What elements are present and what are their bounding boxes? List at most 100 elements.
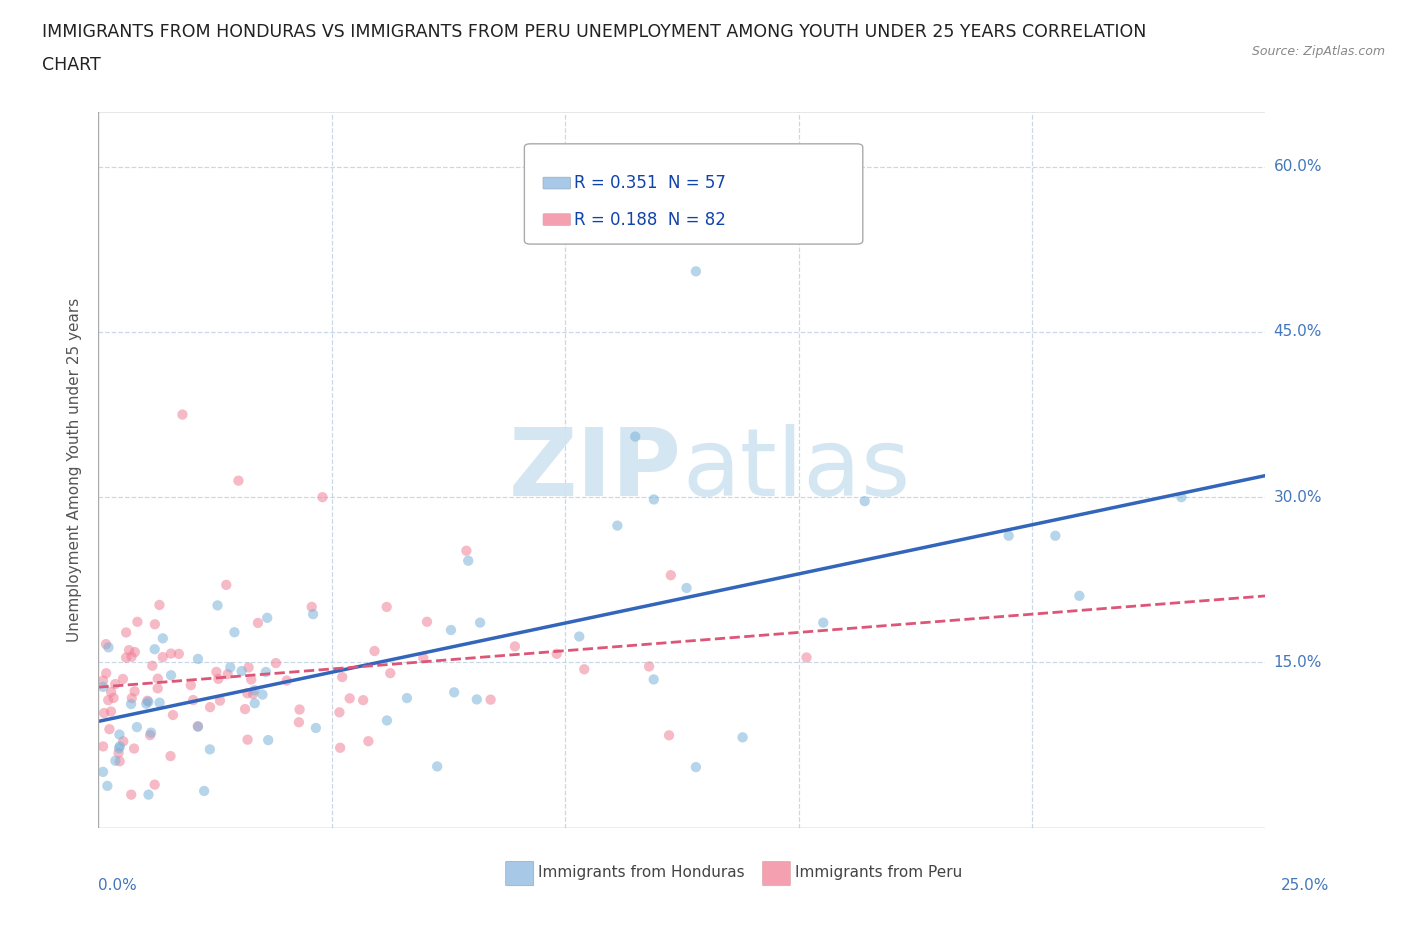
Point bbox=[375, 713, 398, 728]
Point bbox=[146, 681, 169, 696]
Point bbox=[100, 684, 122, 699]
FancyBboxPatch shape bbox=[506, 861, 534, 885]
Point bbox=[159, 749, 181, 764]
Point bbox=[160, 668, 183, 683]
Point bbox=[97, 693, 120, 708]
Point bbox=[125, 720, 148, 735]
Point bbox=[242, 686, 264, 701]
Point bbox=[143, 777, 166, 792]
Text: ZIP: ZIP bbox=[509, 424, 682, 515]
Point bbox=[107, 746, 129, 761]
Point bbox=[139, 725, 162, 740]
Point bbox=[236, 685, 259, 700]
Point bbox=[443, 684, 465, 699]
Point bbox=[352, 693, 374, 708]
Point bbox=[205, 664, 228, 679]
Point bbox=[1170, 490, 1192, 505]
Point bbox=[659, 567, 682, 582]
Point bbox=[339, 691, 361, 706]
Point bbox=[138, 787, 160, 802]
Point bbox=[127, 615, 149, 630]
Point bbox=[104, 753, 127, 768]
Point bbox=[479, 692, 502, 707]
Point bbox=[440, 622, 463, 637]
Point bbox=[658, 728, 681, 743]
Point bbox=[813, 616, 835, 631]
Point bbox=[98, 722, 121, 737]
Text: R = 0.351  N = 57: R = 0.351 N = 57 bbox=[574, 174, 725, 193]
Point bbox=[207, 671, 229, 686]
Point bbox=[149, 696, 172, 711]
Point bbox=[167, 646, 190, 661]
Point bbox=[638, 659, 661, 674]
Point bbox=[120, 697, 142, 711]
Point bbox=[124, 644, 146, 659]
Point bbox=[468, 615, 491, 630]
Point bbox=[395, 691, 418, 706]
Point bbox=[238, 660, 260, 675]
Text: Immigrants from Honduras: Immigrants from Honduras bbox=[538, 865, 745, 881]
Text: R = 0.188  N = 82: R = 0.188 N = 82 bbox=[574, 210, 725, 229]
Point bbox=[217, 667, 239, 682]
Point bbox=[91, 764, 114, 779]
Point bbox=[181, 693, 204, 708]
Point bbox=[187, 719, 209, 734]
Point bbox=[146, 671, 169, 686]
Text: Source: ZipAtlas.com: Source: ZipAtlas.com bbox=[1251, 45, 1385, 58]
Point bbox=[124, 684, 146, 698]
Point bbox=[91, 739, 114, 754]
FancyBboxPatch shape bbox=[543, 214, 571, 225]
Point bbox=[104, 677, 127, 692]
Point bbox=[568, 629, 591, 644]
Text: atlas: atlas bbox=[682, 424, 910, 515]
Point bbox=[103, 690, 125, 705]
Point bbox=[96, 778, 118, 793]
Point bbox=[1069, 589, 1091, 604]
Point bbox=[118, 643, 141, 658]
Point bbox=[328, 705, 350, 720]
Point bbox=[243, 683, 266, 698]
Point bbox=[120, 787, 142, 802]
Point bbox=[456, 543, 478, 558]
Point bbox=[91, 680, 114, 695]
Point bbox=[136, 694, 159, 709]
Point bbox=[357, 734, 380, 749]
Point bbox=[141, 658, 163, 673]
Text: 0.0%: 0.0% bbox=[98, 878, 138, 893]
Point bbox=[465, 692, 488, 707]
Point bbox=[624, 429, 647, 444]
Point bbox=[152, 650, 174, 665]
Point bbox=[796, 650, 818, 665]
FancyBboxPatch shape bbox=[762, 861, 790, 885]
Point bbox=[416, 615, 439, 630]
Point bbox=[115, 650, 138, 665]
Point bbox=[152, 631, 174, 645]
Point bbox=[96, 666, 118, 681]
Y-axis label: Unemployment Among Youth under 25 years: Unemployment Among Youth under 25 years bbox=[67, 298, 83, 642]
Point bbox=[997, 528, 1019, 543]
Point bbox=[108, 727, 131, 742]
Point bbox=[193, 783, 215, 798]
Point bbox=[187, 651, 209, 666]
Point bbox=[108, 740, 131, 755]
Point bbox=[412, 651, 434, 666]
Point bbox=[685, 264, 707, 279]
Point bbox=[224, 625, 246, 640]
Point bbox=[363, 644, 385, 658]
Point bbox=[108, 754, 131, 769]
Point bbox=[311, 490, 333, 505]
Point bbox=[257, 733, 280, 748]
FancyBboxPatch shape bbox=[543, 178, 571, 189]
Point bbox=[246, 616, 269, 631]
Point bbox=[330, 670, 353, 684]
Point bbox=[243, 696, 266, 711]
Text: IMMIGRANTS FROM HONDURAS VS IMMIGRANTS FROM PERU UNEMPLOYMENT AMONG YOUTH UNDER : IMMIGRANTS FROM HONDURAS VS IMMIGRANTS F… bbox=[42, 23, 1146, 41]
Point bbox=[240, 672, 263, 687]
Point bbox=[198, 742, 221, 757]
Point bbox=[236, 732, 259, 747]
Text: 15.0%: 15.0% bbox=[1274, 655, 1322, 670]
Point bbox=[93, 706, 115, 721]
Point bbox=[180, 678, 202, 693]
Point bbox=[380, 666, 402, 681]
Point bbox=[503, 639, 526, 654]
